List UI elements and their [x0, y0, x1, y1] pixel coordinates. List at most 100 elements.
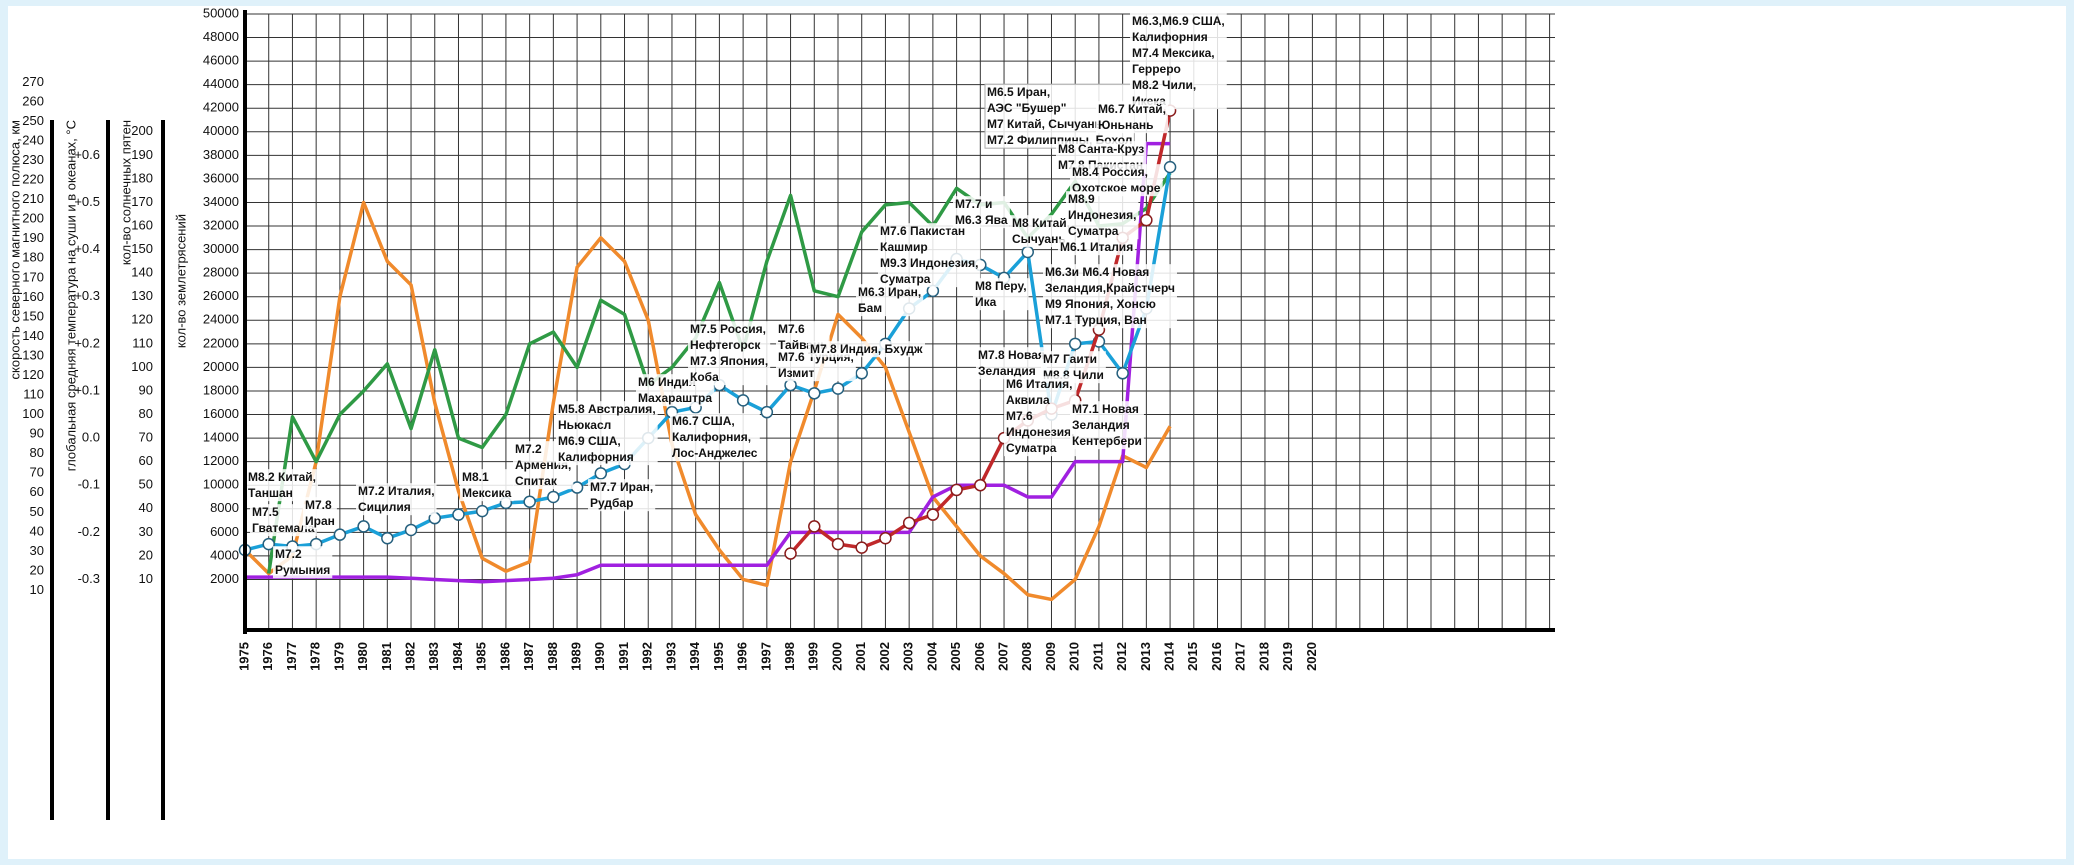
annotation-text: Лос-Анджелес	[672, 446, 758, 460]
x-tick-label: 2008	[1019, 642, 1034, 671]
y-tick-label: 40000	[203, 123, 239, 138]
x-tick-label: 1979	[331, 642, 346, 671]
annotation-bg	[460, 469, 514, 502]
annotation-bg	[246, 469, 318, 502]
extra-tick-label: +0.2	[74, 335, 100, 350]
annotation-text: Бам	[858, 301, 882, 315]
annotation-text: М6.3 Иран,	[858, 285, 921, 299]
extra-tick-label: 150	[131, 241, 153, 256]
x-tick-label: 2004	[924, 641, 939, 671]
extra-tick-label: 10	[139, 571, 153, 586]
annotation-text: М9 Япония, Хонсю	[1045, 297, 1156, 311]
x-tick-label: 1999	[806, 642, 821, 671]
series-line	[243, 200, 1172, 602]
y-tick-label: 12000	[203, 453, 239, 468]
annotation-bg	[1096, 101, 1168, 134]
annotation-text: М6.9 США,	[558, 434, 621, 448]
extra-tick-label: 110	[23, 387, 44, 402]
annotation-text: Мексика	[462, 486, 512, 500]
point-marker	[1116, 367, 1129, 380]
extra-tick-label: -0.2	[78, 524, 100, 539]
point-marker	[736, 394, 750, 407]
y-tick-label: 26000	[203, 288, 239, 303]
annotation-text: М8.9	[1068, 192, 1095, 206]
annotation-text: М7 Китай, Сычуань	[987, 117, 1102, 131]
annotation-text: М7.8 Новая	[978, 348, 1045, 362]
annotation-bg	[878, 223, 981, 288]
annotation-text: М7.6	[778, 322, 805, 336]
annotation-text: Спитак	[515, 474, 558, 488]
extra-axis-label: кол-во солнечных пятен	[118, 120, 133, 265]
annotation-bg	[1058, 239, 1136, 256]
x-tick-label: 2005	[948, 642, 963, 671]
extra-tick-label: 160	[131, 217, 153, 232]
annotation-text: М6.1 Италия	[1060, 240, 1133, 254]
x-tick-label: 1991	[616, 642, 631, 671]
annotation-bg	[976, 347, 1047, 380]
annotation-bg	[670, 413, 760, 462]
extra-tick-label: +0.4	[74, 241, 100, 256]
y-tick-label: 24000	[203, 312, 239, 327]
extra-tick-label: 10	[30, 582, 44, 597]
point-marker	[926, 508, 940, 521]
extra-tick-label: -0.1	[78, 477, 100, 492]
point-marker	[1163, 160, 1177, 174]
annotation-bg	[588, 479, 656, 512]
annotation-bg	[856, 284, 924, 317]
annotation-text: Измит	[778, 366, 815, 380]
x-tick-label: 1978	[308, 642, 323, 671]
annotation-bg	[1130, 13, 1227, 110]
extra-tick-label: 190	[22, 230, 44, 245]
x-tick-label: 1997	[758, 642, 773, 671]
annotation-text: Зеландия,Крайстчерч	[1045, 281, 1175, 295]
annotation-text: М7.2	[515, 442, 542, 456]
extra-axis-label: скорость северного магнитного полюса, км	[7, 120, 22, 379]
annotation-text: М6.3 Ява	[955, 213, 1008, 227]
annotation-text: М8.4 Россия,	[1072, 165, 1148, 179]
annotation: М7.8 Новая Зеландия	[978, 348, 1045, 378]
point-marker	[760, 405, 774, 419]
extra-tick-label: 130	[131, 288, 153, 303]
annotation-text: Румыния	[275, 563, 330, 577]
annotation-text: М7.5 Россия,	[690, 322, 766, 336]
point-marker	[808, 520, 821, 533]
y-tick-label: 46000	[203, 53, 239, 68]
annotation: М6.7 США, Калифорния, Лос-Анджелес	[672, 414, 758, 460]
extra-axis-label: глобальная средняя температура на суши и…	[63, 120, 78, 471]
extra-tick-label: +0.5	[74, 194, 100, 209]
annotation-text: М5.8 Австралия,	[558, 402, 656, 416]
extra-tick-label: 150	[22, 308, 44, 323]
annotation-bg	[556, 401, 658, 466]
y-tick-label: 2000	[210, 571, 239, 586]
point-marker	[357, 520, 370, 533]
point-marker	[381, 531, 394, 545]
extra-tick-label: 0.0	[82, 430, 100, 445]
x-tick-label: 1992	[640, 642, 655, 671]
annotation-text: М7.2	[275, 547, 302, 561]
point-marker	[452, 508, 465, 521]
annotation-text: Кентербери	[1072, 434, 1142, 448]
x-tick-label: 2002	[877, 642, 892, 671]
annotation-text: М9.3 Индонезия,	[880, 256, 978, 270]
annotation: М7.1 Новая Зеландия Кентербери	[1072, 402, 1142, 448]
annotation: М8 Перу, Ика	[975, 279, 1027, 309]
x-tick-label: 2003	[901, 642, 916, 671]
x-tick-label: 1993	[663, 642, 678, 671]
annotation-text: АЭС "Бушер"	[987, 101, 1066, 115]
x-tick-label: 2009	[1043, 642, 1058, 671]
y-tick-label: 4000	[210, 547, 239, 562]
annotation-text: М7.4 Мексика,	[1132, 46, 1215, 60]
extra-tick-label: 180	[22, 250, 44, 265]
point-marker	[1140, 213, 1153, 227]
annotation-text: Калифорния,	[672, 430, 751, 444]
x-tick-label: 1976	[260, 642, 275, 671]
x-tick-label: 1988	[545, 642, 560, 671]
annotation-text: М7.1 Новая	[1072, 402, 1139, 416]
x-tick-label: 1975	[236, 642, 251, 671]
point-marker	[974, 478, 987, 492]
annotation-bg	[303, 497, 337, 530]
annotation-text: М7.8 Индия, Бхудж	[810, 342, 923, 356]
annotation-text: Суматра	[880, 272, 931, 286]
annotation-text: Таншан	[248, 486, 293, 500]
